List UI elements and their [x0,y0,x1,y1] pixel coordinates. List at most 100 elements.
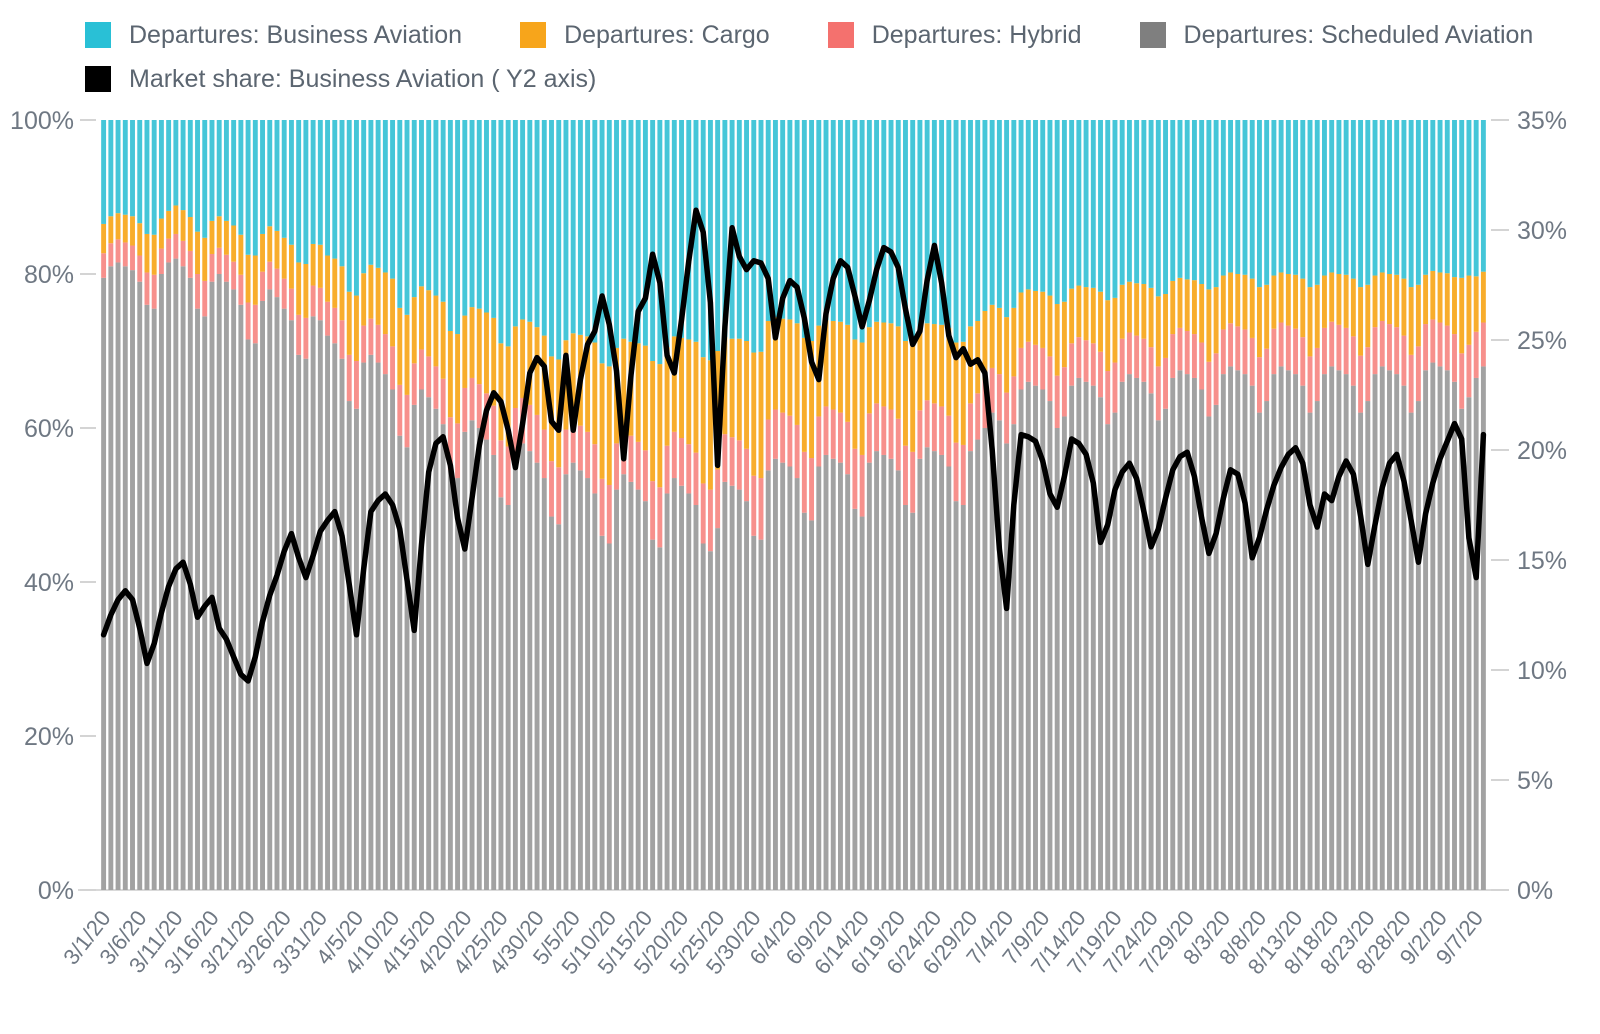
bar-segment [440,301,446,379]
bar-segment [1076,377,1082,890]
bar-segment [1213,353,1219,405]
bar-segment [816,120,822,326]
bar-segment [823,120,829,321]
bar-segment [476,428,482,890]
bar-segment [238,120,244,235]
bar-segment [216,274,222,890]
y-right-tick-label: 0% [1517,877,1553,905]
bar-segment [563,474,569,890]
bar-segment [411,363,417,405]
bar-segment [455,334,461,424]
bar-segment [953,120,959,343]
bar-segment [303,120,309,264]
legend-label-market-share: Market share: Business Aviation ( Y2 axi… [129,65,597,93]
bar-segment [274,297,280,891]
bar-segment [476,308,482,385]
bar-segment [1452,277,1457,335]
bar-segment [1126,332,1132,375]
bar-segment [1408,354,1414,413]
bar-segment [1184,330,1190,375]
bar-segment [1343,274,1349,328]
bar-segment [924,400,930,448]
bar-segment [1155,420,1161,890]
bar-segment [1387,324,1392,371]
bar-segment [888,120,894,324]
bar-segment [1098,351,1103,398]
bar-segment [931,451,937,890]
bar-segment [231,261,237,290]
bar-segment [1018,347,1024,390]
bar-segment [1256,357,1262,413]
bar-segment [1177,327,1183,371]
bar-segment [440,424,446,890]
bar-segment [1098,397,1103,890]
legend-swatch-hybrid-icon [827,22,854,48]
bar-segment [895,120,901,327]
bar-segment [1285,274,1291,326]
bar-segment [592,493,598,890]
bar-segment [830,409,836,459]
legend-item-hybrid[interactable]: Departures: Hybrid [827,16,1082,54]
bar-segment [1018,120,1024,293]
bar-segment [108,266,114,890]
legend-item-scheduled-aviation[interactable]: Departures: Scheduled Aviation [1139,16,1533,54]
bar-segment [852,448,858,509]
bar-segment [1004,317,1010,393]
bar-segment [642,450,648,502]
bar-segment [397,384,403,436]
bar-segment [491,405,497,455]
y-left-tick-label: 80% [24,261,74,289]
bar-segment [1336,370,1342,890]
bar-segment [787,120,793,320]
bar-segment [216,216,222,248]
bar-segment [325,255,331,302]
bar-segment [903,120,908,341]
bar-segment [1220,275,1226,330]
bar-segment [223,254,229,282]
bar-segment [534,120,540,328]
bar-segment [368,120,374,265]
bar-segment [1307,412,1313,890]
bar-segment [115,239,121,263]
bar-segment [1170,334,1176,378]
legend-item-business-aviation[interactable]: Departures: Business Aviation [85,16,462,54]
bar-segment [989,120,995,305]
bar-segment [1134,377,1140,890]
bar-segment [556,467,562,525]
bar-segment [707,360,713,490]
bar-segment [1473,276,1479,332]
bar-segment [469,307,475,378]
y-right-tick-label: 15% [1517,547,1567,575]
y-left-tick-label: 100% [10,107,74,135]
market-share-line [100,207,1487,684]
bar-segment [1387,274,1392,325]
bar-segment [830,320,836,410]
bar-segment [859,120,865,343]
bar-segment [476,120,482,309]
bar-segment [462,431,468,890]
bar-segment [794,323,800,425]
bar-segment [166,120,172,211]
legend-item-market-share[interactable]: Market share: Business Aviation ( Y2 axi… [85,60,596,98]
bar-segment [946,415,952,467]
bar-segment [657,487,663,548]
bar-segment [722,337,728,435]
bar-segment [317,287,323,321]
bar-segment [693,341,699,453]
bar-segment [534,327,540,415]
bar-segment [484,439,489,890]
bar-segment [1126,281,1132,333]
bar-segment [274,230,280,269]
bar-segment [1264,348,1270,402]
bar-segment [1394,120,1400,275]
bar-segment [1011,424,1017,890]
bar-segment [180,240,186,267]
bar-segment [151,120,157,235]
bar-segment [137,120,143,224]
bar-segment [1394,374,1400,891]
legend-item-cargo[interactable]: Departures: Cargo [520,16,770,54]
bar-segment [1300,385,1306,890]
bar-segment [549,516,554,890]
bar-segment [751,475,757,536]
bar-segment [505,120,511,347]
